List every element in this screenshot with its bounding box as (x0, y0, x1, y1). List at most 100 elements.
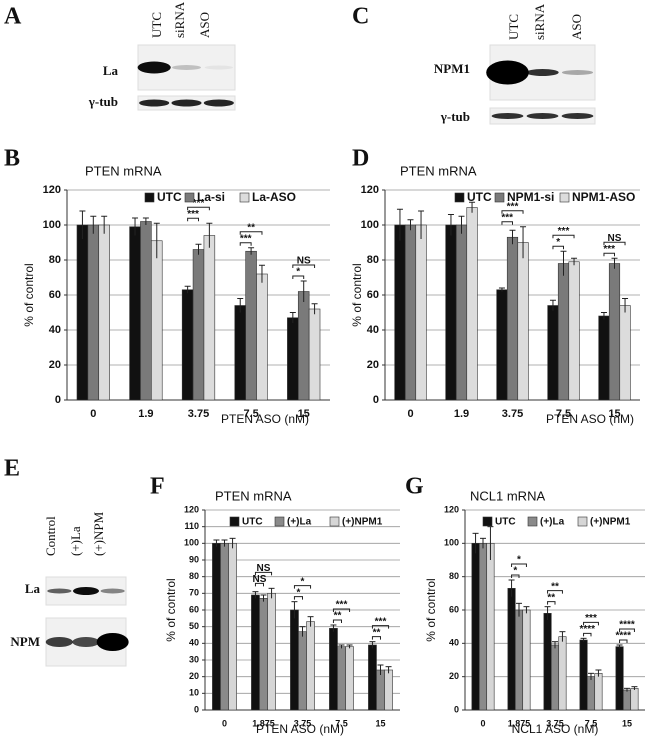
bar (557, 263, 570, 401)
bar (129, 226, 141, 401)
legend-swatch (239, 192, 250, 203)
blot-band (96, 633, 129, 651)
bar (140, 221, 152, 401)
significance-label: NS (253, 574, 267, 585)
x-tick-label: 7.5 (556, 408, 571, 420)
blot-band (561, 70, 594, 75)
significance-bracket (332, 608, 351, 612)
significance-bracket (603, 241, 626, 246)
significance-bracket (292, 264, 316, 268)
bar (181, 289, 194, 401)
x-axis-label: PTEN ASO (nM) (546, 412, 634, 426)
bar (394, 224, 406, 401)
chart-title: NCL1 mRNA (470, 488, 545, 503)
bar (259, 598, 268, 711)
y-tick-label: 120 (361, 184, 379, 196)
x-tick-label: 7.5 (335, 718, 348, 728)
bar (550, 644, 560, 711)
significance-bracket (187, 217, 199, 222)
x-tick-label: 15 (375, 718, 385, 728)
bar (228, 543, 237, 711)
y-tick-label: 120 (444, 504, 459, 514)
bar (455, 224, 468, 401)
x-tick-label: 3.75 (188, 408, 209, 420)
row-label: NPM1 (434, 61, 470, 76)
bar (290, 609, 299, 711)
significance-bracket (187, 206, 210, 211)
bar (345, 646, 354, 711)
bar (329, 628, 338, 711)
lane-label: (+)NPM (91, 511, 106, 556)
legend-swatch (454, 192, 465, 203)
y-axis-label: % of control (22, 263, 36, 326)
significance-bracket (254, 571, 273, 576)
significance-bracket (239, 231, 263, 235)
legend-label: UTC (495, 517, 516, 528)
bar (308, 308, 321, 401)
bar (267, 593, 276, 711)
bar (76, 224, 89, 401)
legend-label: (+)La (540, 517, 565, 528)
blot-band (486, 60, 529, 85)
bar (203, 235, 216, 401)
significance-bracket (603, 252, 615, 257)
legend-label: La-si (197, 190, 225, 204)
bar (622, 689, 632, 711)
bar (298, 631, 307, 711)
x-tick-label: 15 (608, 408, 620, 420)
legend-swatch (329, 516, 340, 527)
legend-swatch (144, 192, 155, 203)
bar (466, 207, 478, 401)
y-tick-label: 0 (194, 704, 199, 714)
significance-bracket (501, 210, 524, 214)
y-tick-label: 0 (454, 704, 459, 714)
blot-band (100, 588, 125, 594)
row-label: La (103, 63, 119, 78)
y-tick-label: 40 (49, 324, 61, 336)
lane-label: ASO (569, 14, 584, 40)
significance-label: *** (558, 226, 570, 237)
y-tick-label: 100 (184, 538, 199, 548)
y-tick-label: 20 (449, 671, 459, 681)
bar (151, 240, 163, 401)
x-tick-label: 3.75 (294, 718, 312, 728)
y-tick-label: 80 (189, 571, 199, 581)
significance-label: ** (334, 611, 342, 622)
panel-label: B (4, 146, 20, 172)
bar (368, 644, 377, 711)
blot-band (139, 99, 170, 107)
significance-bracket (371, 625, 390, 629)
significance-label: **** (615, 631, 631, 642)
blot-band (172, 65, 201, 70)
panel-label: E (4, 456, 20, 482)
bar (514, 609, 524, 711)
bar (547, 305, 559, 401)
significance-label: * (517, 555, 521, 566)
y-tick-label: 100 (43, 219, 61, 231)
chart-title: PTEN mRNA (215, 488, 292, 503)
y-tick-label: 20 (49, 359, 61, 371)
bar (337, 646, 346, 711)
legend-label: (+)La (287, 517, 312, 528)
significance-label: **** (579, 624, 595, 635)
bar (594, 673, 603, 711)
significance-bracket (583, 621, 599, 626)
significance-bracket (547, 601, 556, 605)
x-tick-label: 7.5 (243, 408, 258, 420)
lane-label: siRNA (172, 1, 187, 38)
significance-label: **** (619, 620, 635, 631)
bar (98, 224, 110, 401)
bar (384, 669, 393, 711)
y-tick-label: 0 (55, 394, 61, 406)
blot-band (137, 61, 171, 74)
significance-label: NS (257, 563, 271, 574)
significance-bracket (511, 574, 520, 578)
y-tick-label: 120 (184, 504, 199, 514)
blot-band (526, 113, 559, 119)
y-tick-label: 40 (367, 324, 379, 336)
bar (543, 613, 552, 711)
significance-bracket (501, 221, 513, 225)
y-axis-label: % of control (164, 578, 178, 641)
bar (212, 543, 221, 711)
